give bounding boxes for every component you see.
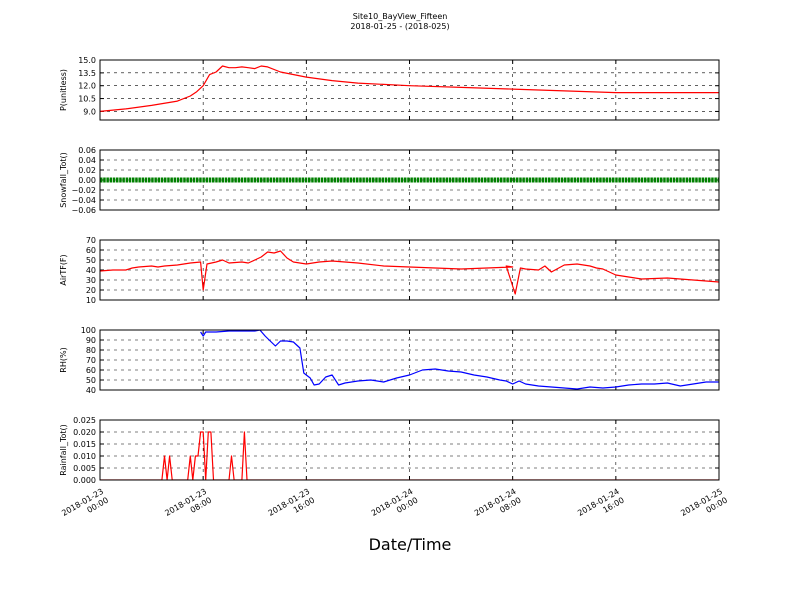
series-line-p <box>100 65 719 112</box>
y-tick-label: 100 <box>81 326 96 335</box>
y-tick-label: 12.0 <box>78 82 96 91</box>
y-tick-label: 0.020 <box>73 428 96 437</box>
panel-snow: −0.06−0.04−0.020.000.020.040.06 Snowfall_… <box>59 146 720 215</box>
y-tick-label: 0.06 <box>78 146 96 155</box>
plot-frame <box>99 329 720 391</box>
y-tick-label: 50 <box>86 376 96 385</box>
y-axis-label-rain: Rainfall_Tot() <box>59 424 68 476</box>
y-tick-label: 9.0 <box>83 107 96 116</box>
y-tick-label: 30 <box>86 276 96 285</box>
y-tick-label: 80 <box>86 346 96 355</box>
subplot-panels: 9.0 10.5 12.0 13.5 15.0 P(unitless) −0.06−0.04… <box>59 56 720 485</box>
y-tick-label: 13.5 <box>78 69 96 78</box>
y-tick-label: 0.04 <box>78 156 96 165</box>
y-tick-label: 40 <box>86 386 96 395</box>
y-axis-label-snow: Snowfall_Tot() <box>59 152 68 208</box>
y-tick-label: 60 <box>86 366 96 375</box>
y-tick-label: 0.00 <box>78 176 96 185</box>
chart-subtitle: 2018-01-25 - (2018-025) <box>350 22 449 31</box>
y-tick-label: 0.000 <box>73 476 96 485</box>
y-tick-label: 70 <box>86 236 96 245</box>
y-tick-label: 50 <box>86 256 96 265</box>
y-tick-label: 20 <box>86 286 96 295</box>
y-axis-label-rh: RH(%) <box>59 347 68 372</box>
plot-frame <box>99 59 720 121</box>
y-tick-label: 0.02 <box>78 166 96 175</box>
plot-frame <box>99 149 720 211</box>
y-tick-label: 15.0 <box>78 56 96 65</box>
y-tick-label: 0.010 <box>73 452 96 461</box>
y-tick-label: 60 <box>86 246 96 255</box>
y-tick-label: −0.02 <box>71 186 96 195</box>
y-tick-label: 90 <box>86 336 96 345</box>
series-line-airt <box>100 250 719 295</box>
chart-title: Site10_BayView_Fifteen <box>353 12 448 21</box>
y-tick-label: 0.015 <box>73 440 96 449</box>
panel-rain: 0.000 0.005 0.010 0.015 0.020 0.025 Rainfall_T… <box>59 416 720 485</box>
y-axis-label-p: P(unitless) <box>59 69 68 111</box>
plot-frame <box>99 419 720 481</box>
y-tick-label: −0.04 <box>71 196 96 205</box>
y-tick-label: 10 <box>86 296 96 305</box>
panel-p: 9.0 10.5 12.0 13.5 15.0 P(unitless) <box>59 56 720 121</box>
series-line-rain <box>100 431 719 480</box>
y-tick-label: −0.06 <box>71 206 96 215</box>
x-axis-label: Date/Time <box>369 535 452 554</box>
series-line-rh <box>200 330 719 390</box>
y-axis-label-airt: AirTF(F) <box>59 254 68 285</box>
y-tick-label: 0.005 <box>73 464 96 473</box>
y-tick-label: 40 <box>86 266 96 275</box>
y-tick-label: 70 <box>86 356 96 365</box>
y-tick-label: 0.025 <box>73 416 96 425</box>
y-tick-label: 10.5 <box>78 95 96 104</box>
plot-frame <box>99 239 720 301</box>
